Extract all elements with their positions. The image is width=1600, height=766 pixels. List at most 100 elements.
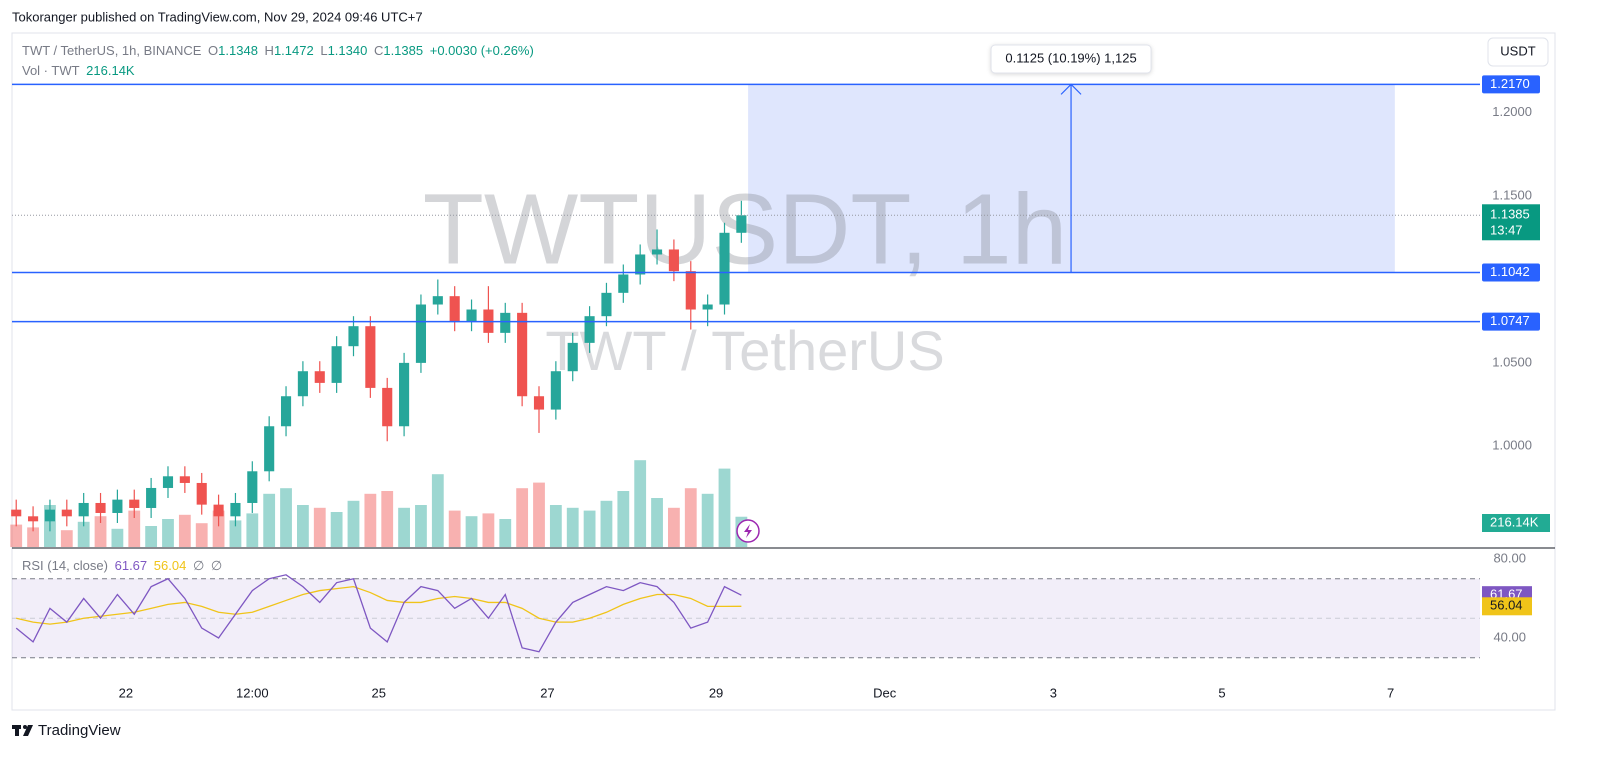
volume-legend: Vol · TWT 216.14K xyxy=(22,63,138,78)
candle-body xyxy=(61,509,72,517)
chart-frame xyxy=(11,32,1556,711)
x-tick-label: 3 xyxy=(1050,685,1057,700)
candle-body xyxy=(162,476,174,488)
candle-body xyxy=(466,309,477,322)
candle-body xyxy=(280,396,292,427)
publisher: Tokoranger published on TradingView.com,… xyxy=(12,9,423,24)
rsi-na: ∅ xyxy=(192,558,205,573)
candle-body xyxy=(719,232,730,305)
candle-body xyxy=(95,502,106,513)
volume-bar xyxy=(701,493,714,547)
candle-body xyxy=(146,487,157,508)
symbol-legend: TWT / TetherUS, 1h, BINANCE O1.1348 H1.1… xyxy=(22,43,537,58)
y-tick-label: 1.2000 xyxy=(1492,104,1532,119)
symbol: TWT / TetherUS, 1h, BINANCE xyxy=(22,43,202,58)
logo-part xyxy=(23,725,27,729)
volume-bar xyxy=(549,505,562,547)
level-badge xyxy=(1482,312,1540,331)
candle-body xyxy=(399,362,410,427)
candle-body xyxy=(365,326,376,388)
candle-body xyxy=(736,215,747,233)
change: +0.0030 (+0.26%) xyxy=(429,43,534,58)
volume-bar xyxy=(668,507,680,547)
logo-part xyxy=(15,725,19,736)
ohlc-value: 1.1385 xyxy=(383,43,424,58)
volume-bar xyxy=(195,523,208,547)
volume-bar xyxy=(381,491,394,547)
candle-body xyxy=(550,371,561,410)
x-tick-label: 7 xyxy=(1387,685,1394,700)
level-label: 1.2170 xyxy=(1490,76,1530,91)
rsi-line xyxy=(15,574,742,653)
volume-bar xyxy=(280,488,292,547)
candle-body xyxy=(28,516,39,522)
volume-bar xyxy=(212,510,225,547)
volume-bar xyxy=(128,510,141,547)
candle-body xyxy=(601,292,612,317)
volume-bar xyxy=(398,507,410,547)
candle-body xyxy=(618,274,629,293)
level-label: 1.1042 xyxy=(1490,264,1530,279)
candle-body xyxy=(78,502,89,517)
rsi-title: RSI (14, close) xyxy=(22,558,108,573)
candle-body xyxy=(129,499,140,508)
rsi-last: 61.67 xyxy=(114,558,148,573)
volume-bar xyxy=(178,514,191,547)
candle-body xyxy=(314,371,325,383)
ohlc-key: H xyxy=(264,43,274,58)
volume-bar xyxy=(10,524,23,547)
volume-bar xyxy=(651,498,663,547)
candle-body xyxy=(567,342,578,372)
volume-bar xyxy=(330,512,343,547)
volume-badge xyxy=(1482,514,1550,532)
y-tick-label: 1.0500 xyxy=(1492,354,1532,369)
candle-body xyxy=(179,476,190,483)
candle-body xyxy=(635,254,646,275)
candle-body xyxy=(247,471,258,503)
currency: USDT xyxy=(1500,43,1535,58)
measure-label: 0.1125 (10.19%) 1,125 xyxy=(1005,50,1136,65)
candle-body xyxy=(449,296,460,322)
candle-body xyxy=(533,396,545,410)
rsi-na: ∅ xyxy=(210,558,223,573)
y-tick-label: 1.1500 xyxy=(1492,188,1532,203)
volume-bar xyxy=(347,500,360,547)
alert-bolt xyxy=(744,524,752,538)
candle-body xyxy=(500,312,511,333)
candle-body xyxy=(702,304,713,310)
volume-bar xyxy=(431,474,444,547)
rsi-tick-label: 40.00 xyxy=(1493,629,1526,644)
volume-bar xyxy=(296,505,309,547)
candle-body xyxy=(112,499,123,513)
candle-body xyxy=(685,271,696,310)
volume-bar xyxy=(533,482,545,547)
y-tick-label: 1.0000 xyxy=(1492,438,1532,453)
currency-button[interactable] xyxy=(1487,37,1549,67)
ohlc-value: 1.1472 xyxy=(273,43,314,58)
x-tick-label: 12:00 xyxy=(236,685,269,700)
candle-body xyxy=(651,249,663,255)
brand: TradingView xyxy=(38,722,121,739)
measure-arrow-head xyxy=(1060,83,1082,95)
candle-body xyxy=(264,426,275,472)
volume-bar xyxy=(482,513,495,547)
volume-bar xyxy=(111,528,124,547)
volume-bar xyxy=(566,507,579,547)
ohlc-value: 1.1348 xyxy=(218,43,258,58)
level-badge xyxy=(1482,75,1540,94)
volume-last: 216.14K xyxy=(86,63,135,78)
measure-label-box xyxy=(990,44,1152,74)
logo xyxy=(12,725,33,736)
volume-bar xyxy=(364,493,377,547)
candle-body xyxy=(432,296,443,305)
volume-bar xyxy=(145,526,158,547)
volume-bar xyxy=(94,516,107,547)
ohlc-key: L xyxy=(320,43,328,58)
candle-body xyxy=(196,482,207,505)
candle-body xyxy=(331,346,342,383)
rsi-badge xyxy=(1482,597,1532,616)
volume-bar xyxy=(583,510,596,547)
x-tick-label: 27 xyxy=(540,685,554,700)
volume-badge-label: 216.14K xyxy=(1490,514,1539,529)
